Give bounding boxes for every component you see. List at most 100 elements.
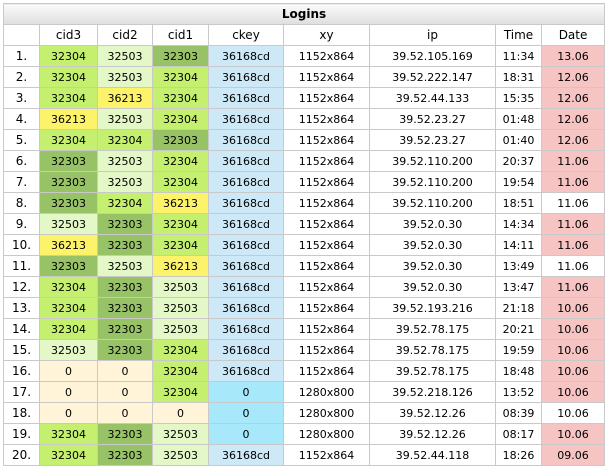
cid1-cell: 32304 (152, 234, 209, 256)
cid1-cell: 32304 (152, 150, 209, 172)
row-number-cell: 6. (3, 150, 40, 172)
cid3-cell: 0 (39, 360, 98, 382)
xy-cell: 1152x864 (283, 255, 370, 277)
xy-cell: 1152x864 (283, 129, 370, 151)
time-cell: 19:59 (495, 339, 542, 361)
table-row[interactable]: 19. 32304 32303 32503 0 1280x800 39.52.12.26 08… (3, 423, 606, 445)
time-cell: 01:48 (495, 108, 542, 130)
ckey-cell: 36168cd (208, 150, 284, 172)
cid1-cell: 32304 (152, 381, 209, 403)
table-row[interactable]: 15. 32503 32303 32304 36168cd 1152x864 39.52.7… (3, 339, 606, 361)
row-number-cell: 4. (3, 108, 40, 130)
cid3-cell: 0 (39, 381, 98, 403)
time-cell: 18:48 (495, 360, 542, 382)
row-number-header[interactable] (3, 24, 40, 46)
ip-cell: 39.52.218.126 (369, 381, 496, 403)
ip-cell: 39.52.0.30 (369, 255, 496, 277)
table-row[interactable]: 17. 0 0 32304 0 1280x800 39.52.218.126 13:52 10.… (3, 381, 606, 403)
cid3-cell: 32304 (39, 45, 98, 67)
logins-panel: Logins cid3 cid2 cid1 ckey xy ip Time Date 1. 32… (2, 3, 606, 466)
xy-cell: 1152x864 (283, 444, 370, 466)
cid3-cell: 36213 (39, 108, 98, 130)
cid2-cell: 32503 (97, 45, 153, 67)
table-row[interactable]: 7. 32303 32503 32304 36168cd 1152x864 39.52.11… (3, 171, 606, 193)
table-row[interactable]: 4. 36213 32503 32304 36168cd 1152x864 39.52.23… (3, 108, 606, 130)
cid1-cell: 32304 (152, 171, 209, 193)
date-cell: 11.06 (540, 234, 606, 256)
table-row[interactable]: 8. 32303 32304 36213 36168cd 1152x864 39.52.11… (3, 192, 606, 214)
time-cell: 18:26 (495, 444, 542, 466)
table-row[interactable]: 16. 0 0 32304 36168cd 1152x864 39.52.78.175 18:… (3, 360, 606, 382)
ip-cell: 39.52.78.175 (369, 360, 496, 382)
xy-header[interactable]: xy (283, 24, 370, 46)
row-number-cell: 7. (3, 171, 40, 193)
cid1-cell: 32304 (152, 66, 209, 88)
table-row[interactable]: 3. 32304 36213 32304 36168cd 1152x864 39.52.44… (3, 87, 606, 109)
table-row[interactable]: 5. 32304 32304 32303 36168cd 1152x864 39.52.23… (3, 129, 606, 151)
row-number-cell: 10. (3, 234, 40, 256)
cid3-cell: 32303 (39, 192, 98, 214)
table-row[interactable]: 13. 32304 32303 32503 36168cd 1152x864 39.52.1… (3, 297, 606, 319)
table-row[interactable]: 14. 32304 32303 32503 36168cd 1152x864 39.52.7… (3, 318, 606, 340)
time-cell: 20:37 (495, 150, 542, 172)
xy-cell: 1152x864 (283, 87, 370, 109)
row-number-cell: 13. (3, 297, 40, 319)
cid1-cell: 32304 (152, 360, 209, 382)
cid1-cell: 32303 (152, 129, 209, 151)
ip-header[interactable]: ip (369, 24, 496, 46)
cid3-cell: 32304 (39, 318, 98, 340)
time-cell: 11:34 (495, 45, 542, 67)
xy-cell: 1152x864 (283, 213, 370, 235)
row-number-cell: 14. (3, 318, 40, 340)
ip-cell: 39.52.78.175 (369, 339, 496, 361)
table-row[interactable]: 2. 32304 32503 32304 36168cd 1152x864 39.52.22… (3, 66, 606, 88)
row-number-cell: 5. (3, 129, 40, 151)
table-row[interactable]: 10. 36213 32303 32304 36168cd 1152x864 39.52.0… (3, 234, 606, 256)
time-cell: 20:21 (495, 318, 542, 340)
table-body: 1. 32304 32503 32303 36168cd 1152x864 39.52.10… (3, 45, 606, 466)
xy-cell: 1152x864 (283, 45, 370, 67)
cid2-header[interactable]: cid2 (97, 24, 153, 46)
time-header[interactable]: Time (495, 24, 542, 46)
cid3-cell: 32303 (39, 150, 98, 172)
cid2-cell: 32503 (97, 255, 153, 277)
ckey-header[interactable]: ckey (208, 24, 284, 46)
ip-cell: 39.52.193.216 (369, 297, 496, 319)
cid1-cell: 32503 (152, 297, 209, 319)
table-row[interactable]: 6. 32303 32503 32304 36168cd 1152x864 39.52.11… (3, 150, 606, 172)
cid3-header[interactable]: cid3 (39, 24, 98, 46)
row-number-cell: 20. (3, 444, 40, 466)
time-cell: 21:18 (495, 297, 542, 319)
time-cell: 18:51 (495, 192, 542, 214)
table-row[interactable]: 9. 32503 32303 32304 36168cd 1152x864 39.52.0.… (3, 213, 606, 235)
row-number-cell: 16. (3, 360, 40, 382)
table-row[interactable]: 20. 32304 32303 32503 36168cd 1152x864 39.52.4… (3, 444, 606, 466)
cid3-cell: 32304 (39, 129, 98, 151)
xy-cell: 1280x800 (283, 423, 370, 445)
ckey-cell: 36168cd (208, 318, 284, 340)
ckey-cell: 36168cd (208, 276, 284, 298)
table-row[interactable]: 18. 0 0 0 0 1280x800 39.52.12.26 08:39 10.06 (3, 402, 606, 424)
row-number-cell: 2. (3, 66, 40, 88)
table-row[interactable]: 11. 32303 32503 36213 36168cd 1152x864 39.52.0… (3, 255, 606, 277)
xy-cell: 1280x800 (283, 402, 370, 424)
cid1-cell: 0 (152, 402, 209, 424)
date-cell: 10.06 (540, 402, 606, 424)
cid1-cell: 36213 (152, 255, 209, 277)
ckey-cell: 36168cd (208, 129, 284, 151)
ckey-cell: 36168cd (208, 297, 284, 319)
row-number-cell: 8. (3, 192, 40, 214)
cid3-cell: 32304 (39, 276, 98, 298)
cid3-cell: 32503 (39, 339, 98, 361)
cid1-cell: 32503 (152, 318, 209, 340)
cid1-cell: 36213 (152, 192, 209, 214)
cid1-header[interactable]: cid1 (152, 24, 209, 46)
date-header[interactable]: Date (540, 24, 606, 46)
row-number-cell: 17. (3, 381, 40, 403)
row-number-cell: 15. (3, 339, 40, 361)
cid2-cell: 32304 (97, 129, 153, 151)
date-cell: 11.06 (540, 171, 606, 193)
date-cell: 12.06 (540, 129, 606, 151)
table-row[interactable]: 12. 32304 32303 32503 36168cd 1152x864 39.52.0… (3, 276, 606, 298)
table-row[interactable]: 1. 32304 32503 32303 36168cd 1152x864 39.52.10… (3, 45, 606, 67)
